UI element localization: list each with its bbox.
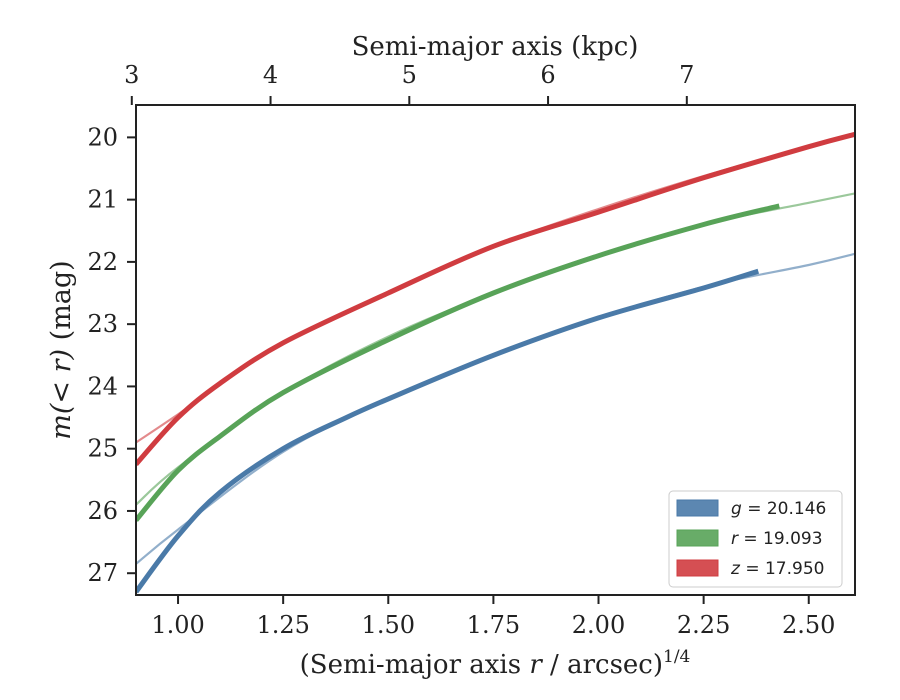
ylabel-unit: (mag) [46, 260, 77, 349]
x-tick-label: 2.25 [677, 611, 730, 639]
y-tick-label: 21 [87, 186, 118, 214]
x-tick-label: 1.00 [151, 611, 204, 639]
y-axis-title: m(< r) (mag) [46, 260, 77, 439]
ylabel-math: m(< r) [46, 349, 77, 440]
left-y-axis: 20 21 22 23 24 25 26 27 [87, 123, 136, 587]
model-line-z [136, 133, 855, 444]
y-tick-label: 27 [87, 559, 118, 587]
x-tick-label: 1.75 [467, 611, 520, 639]
x-tick-label: 2.50 [782, 611, 835, 639]
x-tick-label: 1.25 [256, 611, 309, 639]
legend-label-r: r = 19.093 [731, 529, 823, 549]
data-line-z [136, 131, 855, 466]
series-layer [136, 131, 855, 594]
top-x-axis: 3 4 5 6 7 [124, 61, 694, 105]
y-tick-label: 23 [87, 310, 118, 338]
legend-swatch-g [676, 499, 719, 517]
legend-swatch-r [676, 529, 719, 547]
xlabel-var: r [529, 650, 543, 680]
y-tick-label: 25 [87, 435, 118, 463]
y-tick-label: 20 [87, 123, 118, 151]
legend-label-z: z = 17.950 [730, 559, 824, 579]
xlabel-suffix: / arcsec) [542, 650, 663, 680]
data-line-g [136, 268, 760, 594]
plot-frame [135, 104, 856, 596]
bottom-x-axis-title: (Semi-major axis r / arcsec)1/4 [300, 647, 691, 680]
y-tick-label: 24 [87, 372, 118, 400]
top-tick-label: 3 [124, 61, 139, 89]
xlabel-prefix: (Semi-major axis [300, 650, 530, 680]
legend-label-g: g = 20.146 [731, 499, 826, 519]
y-tick-label: 26 [87, 497, 118, 525]
top-tick-label: 4 [263, 61, 278, 89]
top-tick-label: 5 [402, 61, 417, 89]
bottom-x-axis: 1.00 1.25 1.50 1.75 2.00 2.25 2.50 [151, 595, 835, 639]
top-tick-label: 7 [679, 61, 694, 89]
model-line-r [136, 192, 855, 506]
y-tick-label: 22 [87, 248, 118, 276]
legend: g = 20.146 r = 19.093 z = 17.950 [668, 490, 843, 588]
data-line-r [136, 203, 780, 522]
xlabel-power: 1/4 [663, 647, 690, 667]
top-x-axis-title: Semi-major axis (kpc) [352, 32, 639, 62]
legend-swatch-z [676, 559, 719, 577]
x-tick-label: 2.00 [572, 611, 625, 639]
x-tick-label: 1.50 [362, 611, 415, 639]
top-tick-label: 6 [540, 61, 555, 89]
